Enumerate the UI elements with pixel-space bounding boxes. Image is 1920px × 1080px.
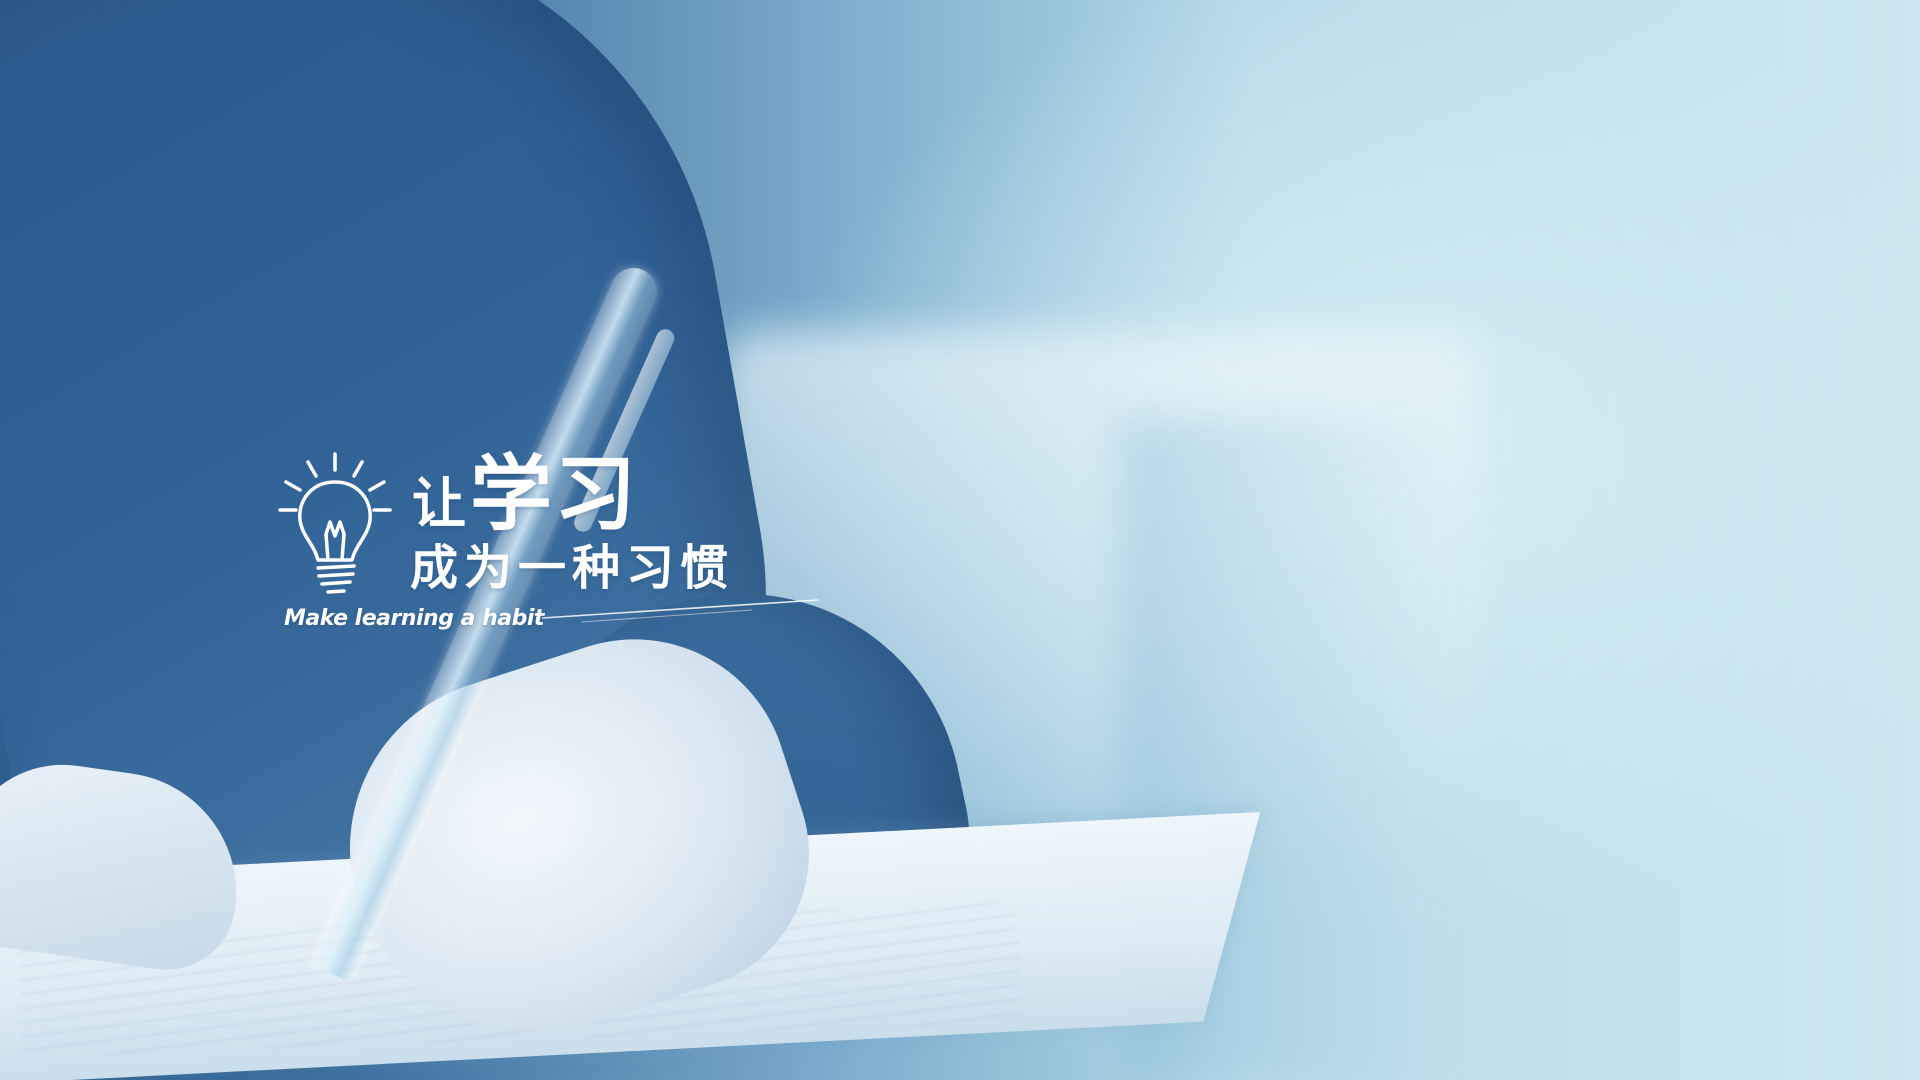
subtitle-english: Make learning a habit [284,606,544,631]
headline-prefix: 让 [412,472,466,535]
brush-underline-decoration [542,599,819,623]
headline-line-1: 让学习 [412,454,638,536]
lightbulb-icon [278,452,392,594]
headline-main: 学习 [470,447,639,542]
title-block: 让学习 成为一种习惯 Make learning a habit [272,448,819,638]
headline-line-2: 成为一种习惯 [410,540,735,596]
